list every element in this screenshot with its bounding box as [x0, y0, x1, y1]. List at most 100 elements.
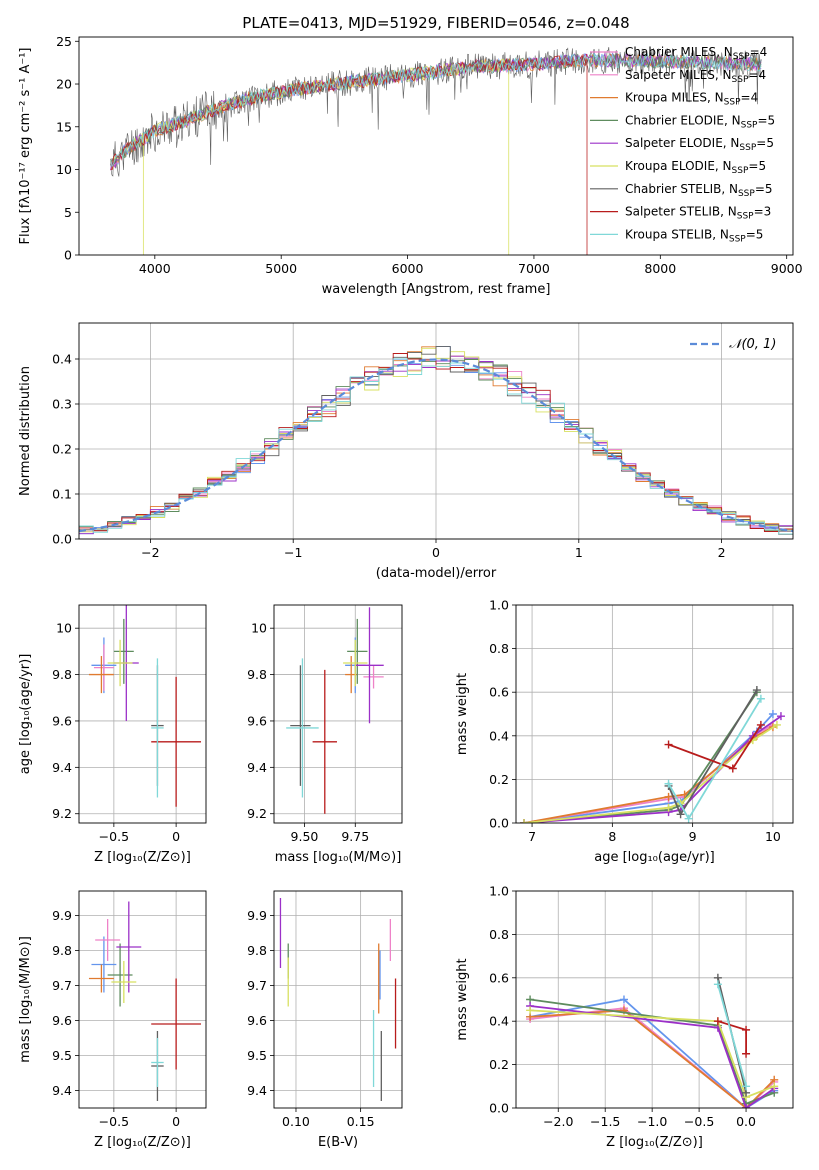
axes-frame — [515, 890, 794, 1109]
x-tick-label: 8000 — [644, 261, 676, 276]
y-tick-label: 9.7 — [52, 978, 72, 993]
x-tick-label: −0.5 — [684, 1114, 714, 1129]
mass-weight-vs-metallicity-panel: −2.0 −1.5 −1.0 −0.5 0.0 0.0 0.2 0.4 0.6 0.8 1.0 Z [… — [455, 884, 794, 1150]
x-tick-label: 0.10 — [282, 1114, 310, 1129]
y-tick-label: 9.5 — [52, 1048, 72, 1063]
x-tick-label: −2 — [141, 545, 159, 560]
y-tick-label: 9.4 — [247, 760, 267, 775]
y-tick-label: 0.4 — [52, 352, 72, 367]
plot-area — [88, 901, 202, 1101]
y-tick-label: 9.6 — [247, 1013, 267, 1028]
y-tick-label: 0.6 — [489, 970, 509, 985]
x-tick-label: 9.50 — [291, 829, 319, 844]
y-tick-label: 9.6 — [247, 713, 267, 728]
data-point-marker — [728, 764, 737, 773]
y-tick-label: 0.2 — [489, 1057, 509, 1072]
residual-histogram-kroupa-stelib — [79, 358, 793, 535]
x-tick-label: 8 — [608, 829, 616, 844]
legend-entry: Salpeter ELODIE, NSSP=5 — [625, 136, 774, 153]
y-tick-label: 9.8 — [247, 943, 267, 958]
residual-histogram-chabrier-stelib — [79, 346, 793, 535]
spectrum-panel: 4000 5000 6000 7000 8000 9000 0 5 10 15 20 25 Chabri… — [18, 34, 803, 297]
y-tick-label: 0.8 — [489, 641, 509, 656]
data-point-marker — [768, 710, 777, 718]
x-axis-label: wavelength [Angstrom, rest frame] — [322, 282, 551, 297]
y-tick-label: 0.1 — [52, 487, 72, 502]
x-axis-label: Z [log₁₀(Z/Z⊙)] — [94, 1135, 191, 1150]
legend-entry: Chabrier STELIB, NSSP=5 — [625, 182, 773, 199]
y-tick-label: 0.8 — [489, 927, 509, 942]
x-tick-label: 9000 — [771, 261, 803, 276]
x-tick-label: 1 — [575, 545, 583, 560]
data-point-marker — [664, 740, 673, 749]
x-tick-label: 10 — [765, 829, 781, 844]
mass-weight-vs-age-panel: 7 8 9 10 0.0 0.2 0.4 0.6 0.8 1.0 age [log₁₀(age/yr… — [455, 598, 794, 865]
y-tick-label: 9.7 — [247, 978, 267, 993]
data-point-marker — [772, 720, 781, 729]
mass-weight-line — [523, 691, 758, 823]
axes-frame — [273, 890, 403, 1109]
plot-area — [526, 973, 779, 1108]
data-point-marker — [664, 803, 673, 812]
data-point-marker — [526, 1006, 535, 1015]
x-axis-label: E(B-V) — [318, 1135, 358, 1150]
y-tick-label: 9.8 — [247, 667, 267, 682]
y-tick-label: 9.4 — [52, 1083, 72, 1098]
mass-weight-line — [530, 1009, 775, 1099]
axes-frame — [78, 36, 794, 256]
x-tick-label: −2.0 — [543, 1114, 573, 1129]
y-tick-label: 9.8 — [52, 667, 72, 682]
y-tick-label: 9.4 — [247, 1083, 267, 1098]
x-axis-label: Z [log₁₀(Z/Z⊙)] — [94, 850, 191, 865]
y-tick-label: 0.0 — [489, 1101, 509, 1116]
y-tick-label: 9.4 — [52, 760, 72, 775]
mass-vs-ebv-panel: 0.10 0.15 9.4 9.5 9.6 9.7 9.8 9.9 E(B-V) — [247, 890, 403, 1150]
legend-entry: Kroupa ELODIE, NSSP=5 — [625, 159, 766, 176]
data-point-marker — [742, 1049, 751, 1058]
x-tick-label: −1.0 — [637, 1114, 667, 1129]
age-vs-mass-panel: 9.50 9.75 9.2 9.4 9.6 9.8 10 mass [log₁₀(M/M⊙)] — [247, 604, 403, 865]
x-tick-label: 0 — [172, 1114, 180, 1129]
y-tick-label: 9.2 — [52, 806, 72, 821]
y-axis-label: age [log₁₀(age/yr)] — [18, 654, 33, 775]
mass-vs-metallicity-panel: −0.5 0 9.4 9.5 9.6 9.7 9.8 9.9 Z [log₁₀(Z/Z⊙)] ma… — [18, 890, 207, 1150]
x-tick-label: 0.15 — [347, 1114, 375, 1129]
y-tick-label: 0.4 — [489, 728, 509, 743]
x-tick-label: 0 — [172, 829, 180, 844]
axes-frame — [78, 604, 207, 824]
data-point-marker — [752, 686, 761, 695]
plot-area — [286, 607, 384, 814]
y-tick-label: 15 — [56, 119, 72, 134]
spectrum-legend: Chabrier MILES, NSSP=4 Salpeter MILES, NS… — [590, 45, 775, 244]
x-axis-label: Z [log₁₀(Z/Z⊙)] — [606, 1135, 703, 1150]
y-tick-label: 9.6 — [52, 1013, 72, 1028]
y-tick-label: 9.9 — [247, 908, 267, 923]
data-point-marker — [742, 1104, 751, 1108]
y-tick-label: 0.3 — [52, 397, 72, 412]
mass-weight-line — [523, 724, 778, 823]
normal-distribution-curve — [79, 358, 793, 533]
data-point-marker — [664, 792, 673, 801]
data-point-marker — [756, 694, 765, 703]
y-axis-label: Normed distribution — [18, 366, 33, 496]
axes-frame — [78, 890, 207, 1109]
legend-entry: 𝒩(0, 1) — [729, 337, 776, 352]
y-tick-label: 0.0 — [489, 816, 509, 831]
plot-area — [88, 605, 202, 807]
y-tick-label: 5 — [64, 205, 72, 220]
axes-frame — [273, 604, 403, 824]
mass-weight-line — [717, 984, 747, 1087]
x-tick-label: 5000 — [265, 261, 297, 276]
y-axis-label: mass weight — [455, 673, 470, 755]
y-tick-label: 0.6 — [489, 685, 509, 700]
x-tick-label: 2 — [718, 545, 726, 560]
y-tick-label: 1.0 — [489, 884, 509, 899]
x-axis-label: (data-model)/error — [376, 566, 497, 581]
y-tick-label: 0 — [64, 248, 72, 263]
mass-weight-line — [523, 715, 782, 823]
y-tick-label: 9.6 — [52, 713, 72, 728]
x-tick-label: 7 — [528, 829, 536, 844]
y-tick-label: 0.4 — [489, 1014, 509, 1029]
x-tick-label: 7000 — [518, 261, 550, 276]
